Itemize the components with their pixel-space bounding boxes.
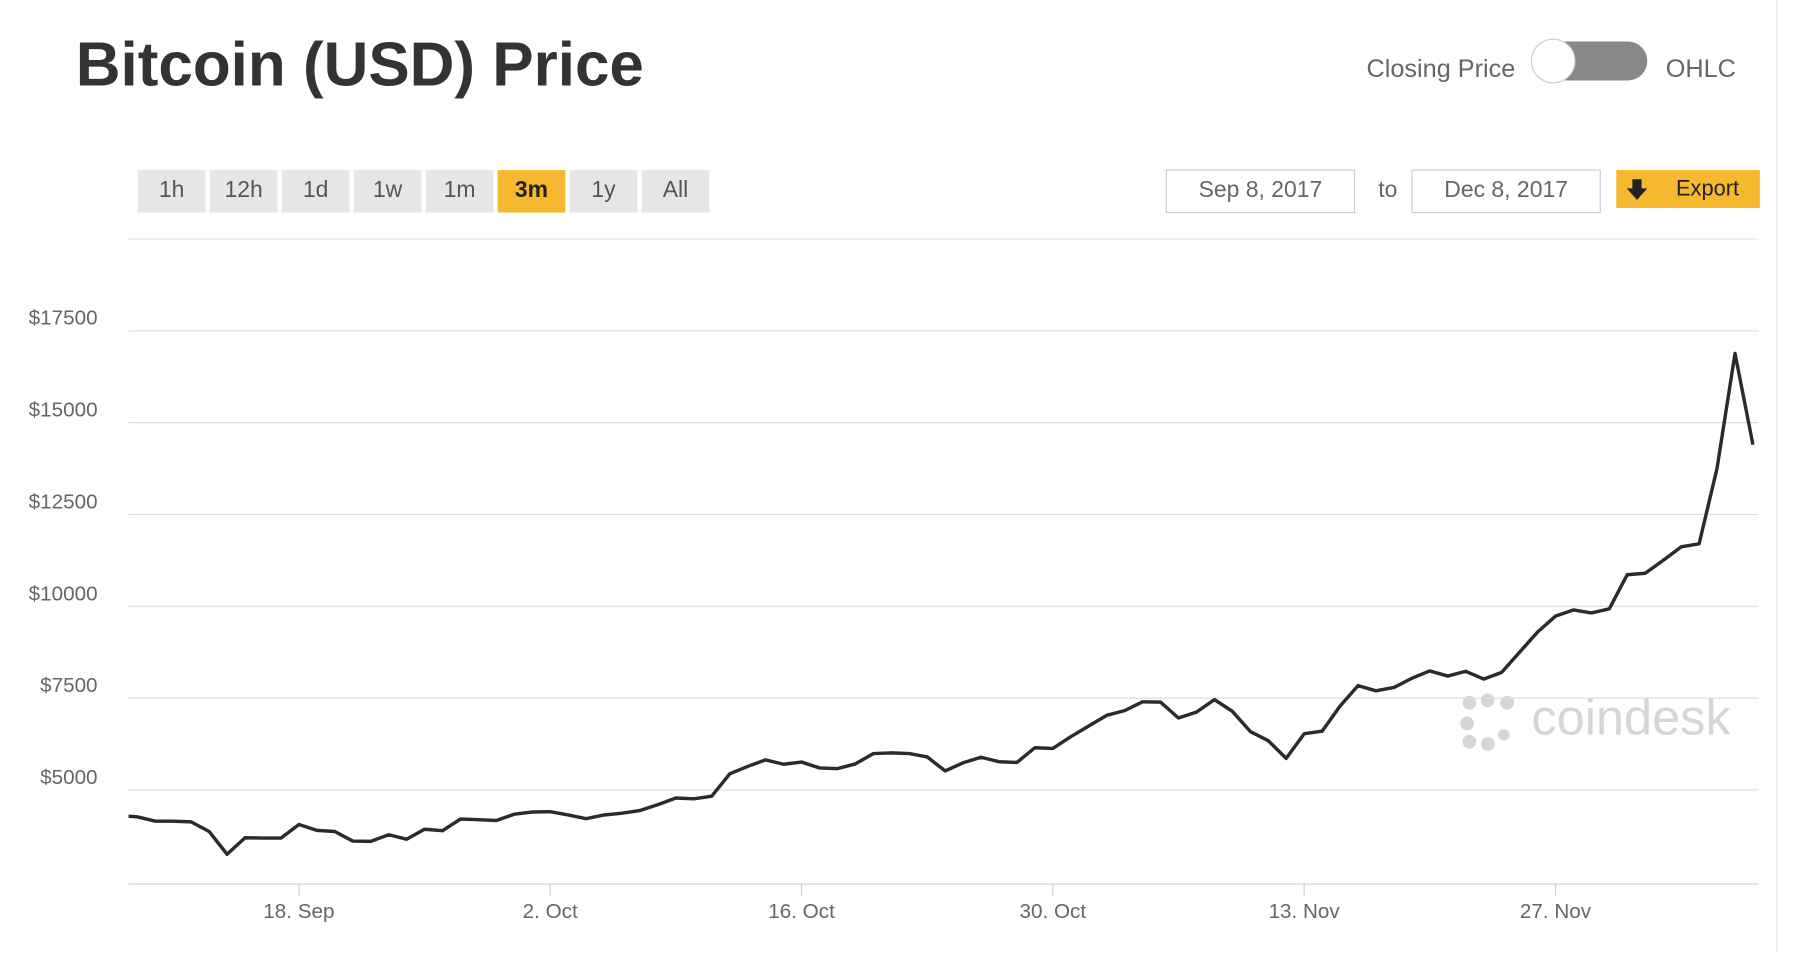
range-label: 1m [444,176,476,202]
x-tick-label: 18. Sep [263,900,334,923]
y-tick-label: $10000 [29,582,98,605]
x-tick-label: 13. Nov [1269,900,1341,923]
x-tick-label: 16. Oct [768,900,835,923]
range-label: 12h [224,176,262,202]
range-button[interactable] [353,170,422,213]
x-tick-label: 30. Oct [1020,900,1087,923]
x-tick-label: 27. Nov [1520,900,1592,923]
date-to: Dec 8, 2017 [1444,176,1568,202]
range-button[interactable] [569,170,638,213]
range-label: 3m [515,176,548,202]
watermark-text: coindesk [1531,688,1731,745]
range-button[interactable] [209,170,278,213]
toggle-label: OHLC [1666,55,1736,83]
date-input[interactable] [1165,169,1356,214]
y-tick-label: $12500 [29,490,98,513]
range-label: 1y [591,176,616,202]
chart-title: Bitcoin (USD) Price [76,30,644,99]
export-label: Export [1676,175,1739,200]
y-tick-label: $7500 [40,674,97,697]
toggle-knob [1530,38,1576,84]
range-button[interactable] [497,170,566,213]
range-label: 1h [159,176,185,202]
date-input[interactable] [1411,169,1601,214]
x-tick-label: 2. Oct [523,900,578,923]
y-tick-label: $15000 [29,399,98,422]
price-line [128,351,1755,856]
range-label: 1w [373,176,403,202]
range-button[interactable] [281,170,350,213]
y-tick-label: $5000 [40,766,97,789]
export-icon [1626,179,1648,200]
toggle-label: Closing Price [1367,55,1516,83]
date-from: Sep 8, 2017 [1199,176,1323,202]
range-label: All [663,176,689,202]
date-sep: to [1378,176,1397,202]
range-label: 1d [303,176,329,202]
range-button[interactable] [425,170,494,213]
y-tick-label: $17500 [29,307,98,330]
range-button[interactable] [137,170,206,213]
range-button[interactable] [641,170,710,213]
